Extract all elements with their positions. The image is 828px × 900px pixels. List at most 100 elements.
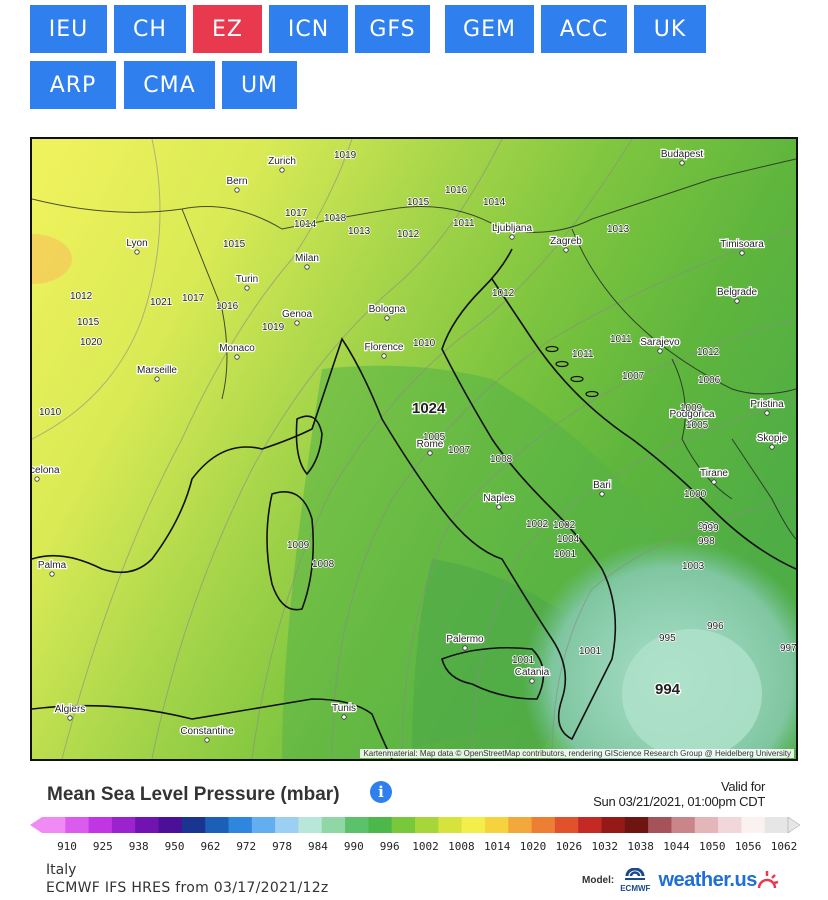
isobar-label: 1001 xyxy=(579,646,602,657)
model-button-acc[interactable]: ACC xyxy=(541,5,627,53)
city-label: Zurich xyxy=(268,156,296,167)
city-label: Tirane xyxy=(700,468,728,479)
isobar-label: 1011 xyxy=(610,334,632,345)
pressure-map[interactable]: Budapest Zurich Bern Lyon Ljubljana Zagreb Tim… xyxy=(30,137,798,761)
isobar-2 xyxy=(151,139,503,759)
island-2 xyxy=(570,375,584,383)
info-icon[interactable]: i xyxy=(370,781,392,803)
site-logo[interactable]: weather.us xyxy=(658,868,757,891)
isobar-label: 1015 xyxy=(223,239,246,250)
city-marker xyxy=(769,444,775,450)
model-button-um[interactable]: UM xyxy=(222,61,297,109)
scale-label: 925 xyxy=(92,840,113,853)
scale-swatch xyxy=(275,817,299,833)
model-button-ez[interactable]: EZ xyxy=(193,5,262,53)
isobar-6 xyxy=(471,398,796,759)
scale-label: 1014 xyxy=(483,840,511,853)
scale-swatch xyxy=(251,817,276,833)
coastline-sardinia xyxy=(266,491,315,611)
ecmwf-logo[interactable]: ECMWF xyxy=(620,867,650,893)
city-marker xyxy=(509,234,515,240)
city-marker xyxy=(739,250,745,256)
city-label: Palermo xyxy=(446,634,484,645)
isobar-5 xyxy=(401,318,796,759)
city-label: Budapest xyxy=(661,149,703,160)
isobar-label: 994 xyxy=(655,681,681,698)
city-marker xyxy=(279,167,285,173)
scale-label: 984 xyxy=(308,840,328,853)
isobar-label: 1017 xyxy=(285,208,308,219)
isobar-label: 1014 xyxy=(294,219,317,230)
isobar-label: 1012 xyxy=(70,291,93,302)
city-label: Podgorica xyxy=(669,409,714,420)
isobar-label: 1012 xyxy=(697,347,720,358)
model-button-arp[interactable]: ARP xyxy=(30,61,116,109)
sun-icon xyxy=(757,871,779,889)
scale-swatch xyxy=(205,817,229,833)
isobar-label: 999 xyxy=(702,523,719,534)
isobar-label: 1009 xyxy=(287,540,310,551)
low-pressure-core xyxy=(622,629,762,759)
city-marker xyxy=(496,504,502,510)
city-label: Timisoara xyxy=(720,239,764,250)
isobar-label: 1000 xyxy=(684,489,707,500)
isobar-label: 1024 xyxy=(412,400,446,417)
scale-label: 1032 xyxy=(591,840,619,853)
model-button-icn[interactable]: ICN xyxy=(269,5,348,53)
city-marker xyxy=(67,715,73,721)
city-label: Catania xyxy=(515,667,550,678)
city-label: Naples xyxy=(483,493,514,504)
city-marker xyxy=(764,410,770,416)
model-button-gfs[interactable]: GFS xyxy=(355,5,430,53)
city-marker xyxy=(34,476,40,482)
border-5 xyxy=(731,438,796,540)
city-label: Genoa xyxy=(282,309,312,320)
isobar-label: 1006 xyxy=(698,375,721,386)
region-name: Italy xyxy=(46,862,77,878)
model-button-ch[interactable]: CH xyxy=(114,5,186,53)
scale-swatch xyxy=(228,817,253,833)
city-marker xyxy=(657,348,663,354)
city-marker xyxy=(244,285,250,291)
isobar-label: 1013 xyxy=(607,224,630,235)
scale-label: 1026 xyxy=(555,840,583,853)
coastline-sicily xyxy=(441,647,545,700)
scale-label: 910 xyxy=(57,840,77,853)
isobar-label: 1016 xyxy=(216,301,239,312)
scale-swatch xyxy=(578,817,602,833)
scale-swatch xyxy=(368,817,393,833)
city-label: Constantine xyxy=(180,726,234,737)
city-marker xyxy=(734,298,740,304)
isobar-label: 1007 xyxy=(622,371,645,382)
scale-swatch xyxy=(601,817,626,833)
city-label: Turin xyxy=(236,274,258,285)
city-marker xyxy=(563,247,569,253)
isobar-4 xyxy=(331,228,796,759)
model-button-cma[interactable]: CMA xyxy=(124,61,215,109)
model-button-ieu[interactable]: IEU xyxy=(30,5,107,53)
city-label: Ljubljana xyxy=(492,223,532,234)
city-marker xyxy=(304,264,310,270)
ecmwf-mark-icon xyxy=(625,867,646,880)
isobar-label: 1012 xyxy=(397,229,420,240)
city-marker xyxy=(711,479,717,485)
island-0 xyxy=(545,345,559,353)
scale-label: 972 xyxy=(236,840,257,853)
border-2 xyxy=(501,158,796,233)
isobar-label: 1001 xyxy=(554,549,577,560)
city-label: Palma xyxy=(38,560,67,571)
island-3 xyxy=(585,390,599,398)
city-label: Rome xyxy=(417,439,444,450)
isobar-label: 1021 xyxy=(150,297,173,308)
city-marker xyxy=(462,645,468,651)
model-button-uk[interactable]: UK xyxy=(634,5,706,53)
coastline-balkans xyxy=(491,278,796,570)
valid-time: Sun 03/21/2021, 01:00pm CDT xyxy=(593,794,765,809)
city-label: Bern xyxy=(226,176,247,187)
city-marker xyxy=(384,315,390,321)
city-label: Monaco xyxy=(219,343,255,354)
color-scale-bar xyxy=(30,816,800,834)
city-marker xyxy=(679,160,685,166)
scale-swatch xyxy=(345,817,369,833)
model-button-gem[interactable]: GEM xyxy=(445,5,534,53)
